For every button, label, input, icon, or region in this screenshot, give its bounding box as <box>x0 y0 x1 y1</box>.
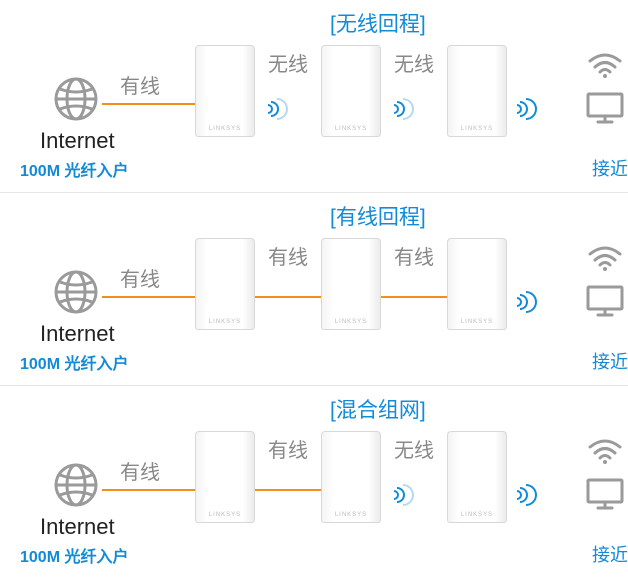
topology-row: [有线回程] Internet 100M 光纤入户 有线 LINKSYS LINKS… <box>0 193 628 386</box>
client-side-text: 接近 <box>592 541 628 567</box>
internet-label: Internet <box>40 514 115 540</box>
client-devices <box>586 52 624 124</box>
conn-label-hop: 有线 <box>268 241 308 270</box>
wave-icon <box>517 96 537 122</box>
internet-subline: 100M 光纤入户 <box>20 350 128 374</box>
row-title: [无线回程] <box>330 8 426 38</box>
monitor-icon <box>586 478 624 510</box>
globe <box>52 461 100 514</box>
wave-icon <box>394 482 414 508</box>
client-devices <box>586 245 624 317</box>
wifi-icon <box>588 52 622 78</box>
globe-icon <box>52 268 100 316</box>
wire-hop <box>255 296 321 298</box>
globe-icon <box>52 75 100 123</box>
router-node: LINKSYS <box>447 431 507 523</box>
client-side-text: 接近 <box>592 348 628 374</box>
conn-label-hop: 有线 <box>268 434 308 463</box>
globe-icon <box>52 461 100 509</box>
wire-hop <box>381 296 447 298</box>
wire-internet <box>102 103 195 105</box>
conn-label-internet: 有线 <box>120 70 160 99</box>
row-title: [有线回程] <box>330 201 426 231</box>
conn-label-hop: 有线 <box>394 241 434 270</box>
router-node: LINKSYS <box>195 45 255 137</box>
wire-internet <box>102 489 195 491</box>
conn-label-hop: 无线 <box>268 48 308 77</box>
router-node: LINKSYS <box>447 238 507 330</box>
wave-icon <box>268 96 288 122</box>
globe <box>52 268 100 321</box>
conn-label-hop: 无线 <box>394 434 434 463</box>
internet-subline: 100M 光纤入户 <box>20 157 128 181</box>
wave-icon <box>517 482 537 508</box>
wave-icon <box>394 96 414 122</box>
wire-hop <box>255 489 321 491</box>
monitor-icon <box>586 92 624 124</box>
router-node: LINKSYS <box>447 45 507 137</box>
router-node: LINKSYS <box>321 45 381 137</box>
wifi-icon <box>588 438 622 464</box>
wave-icon <box>517 289 537 315</box>
conn-label-hop: 无线 <box>394 48 434 77</box>
client-side-text: 接近 <box>592 155 628 181</box>
internet-label: Internet <box>40 321 115 347</box>
topology-row: [无线回程] Internet 100M 光纤入户 有线 LINKSYS LINKS… <box>0 0 628 193</box>
row-title: [混合组网] <box>330 394 426 424</box>
conn-label-internet: 有线 <box>120 456 160 485</box>
internet-subline: 100M 光纤入户 <box>20 543 128 567</box>
conn-label-internet: 有线 <box>120 263 160 292</box>
internet-label: Internet <box>40 128 115 154</box>
globe <box>52 75 100 128</box>
wire-internet <box>102 296 195 298</box>
router-node: LINKSYS <box>195 431 255 523</box>
topology-row: [混合组网] Internet 100M 光纤入户 有线 LINKSYS LINKS… <box>0 386 628 579</box>
monitor-icon <box>586 285 624 317</box>
router-node: LINKSYS <box>321 431 381 523</box>
router-node: LINKSYS <box>321 238 381 330</box>
client-devices <box>586 438 624 510</box>
router-node: LINKSYS <box>195 238 255 330</box>
wifi-icon <box>588 245 622 271</box>
